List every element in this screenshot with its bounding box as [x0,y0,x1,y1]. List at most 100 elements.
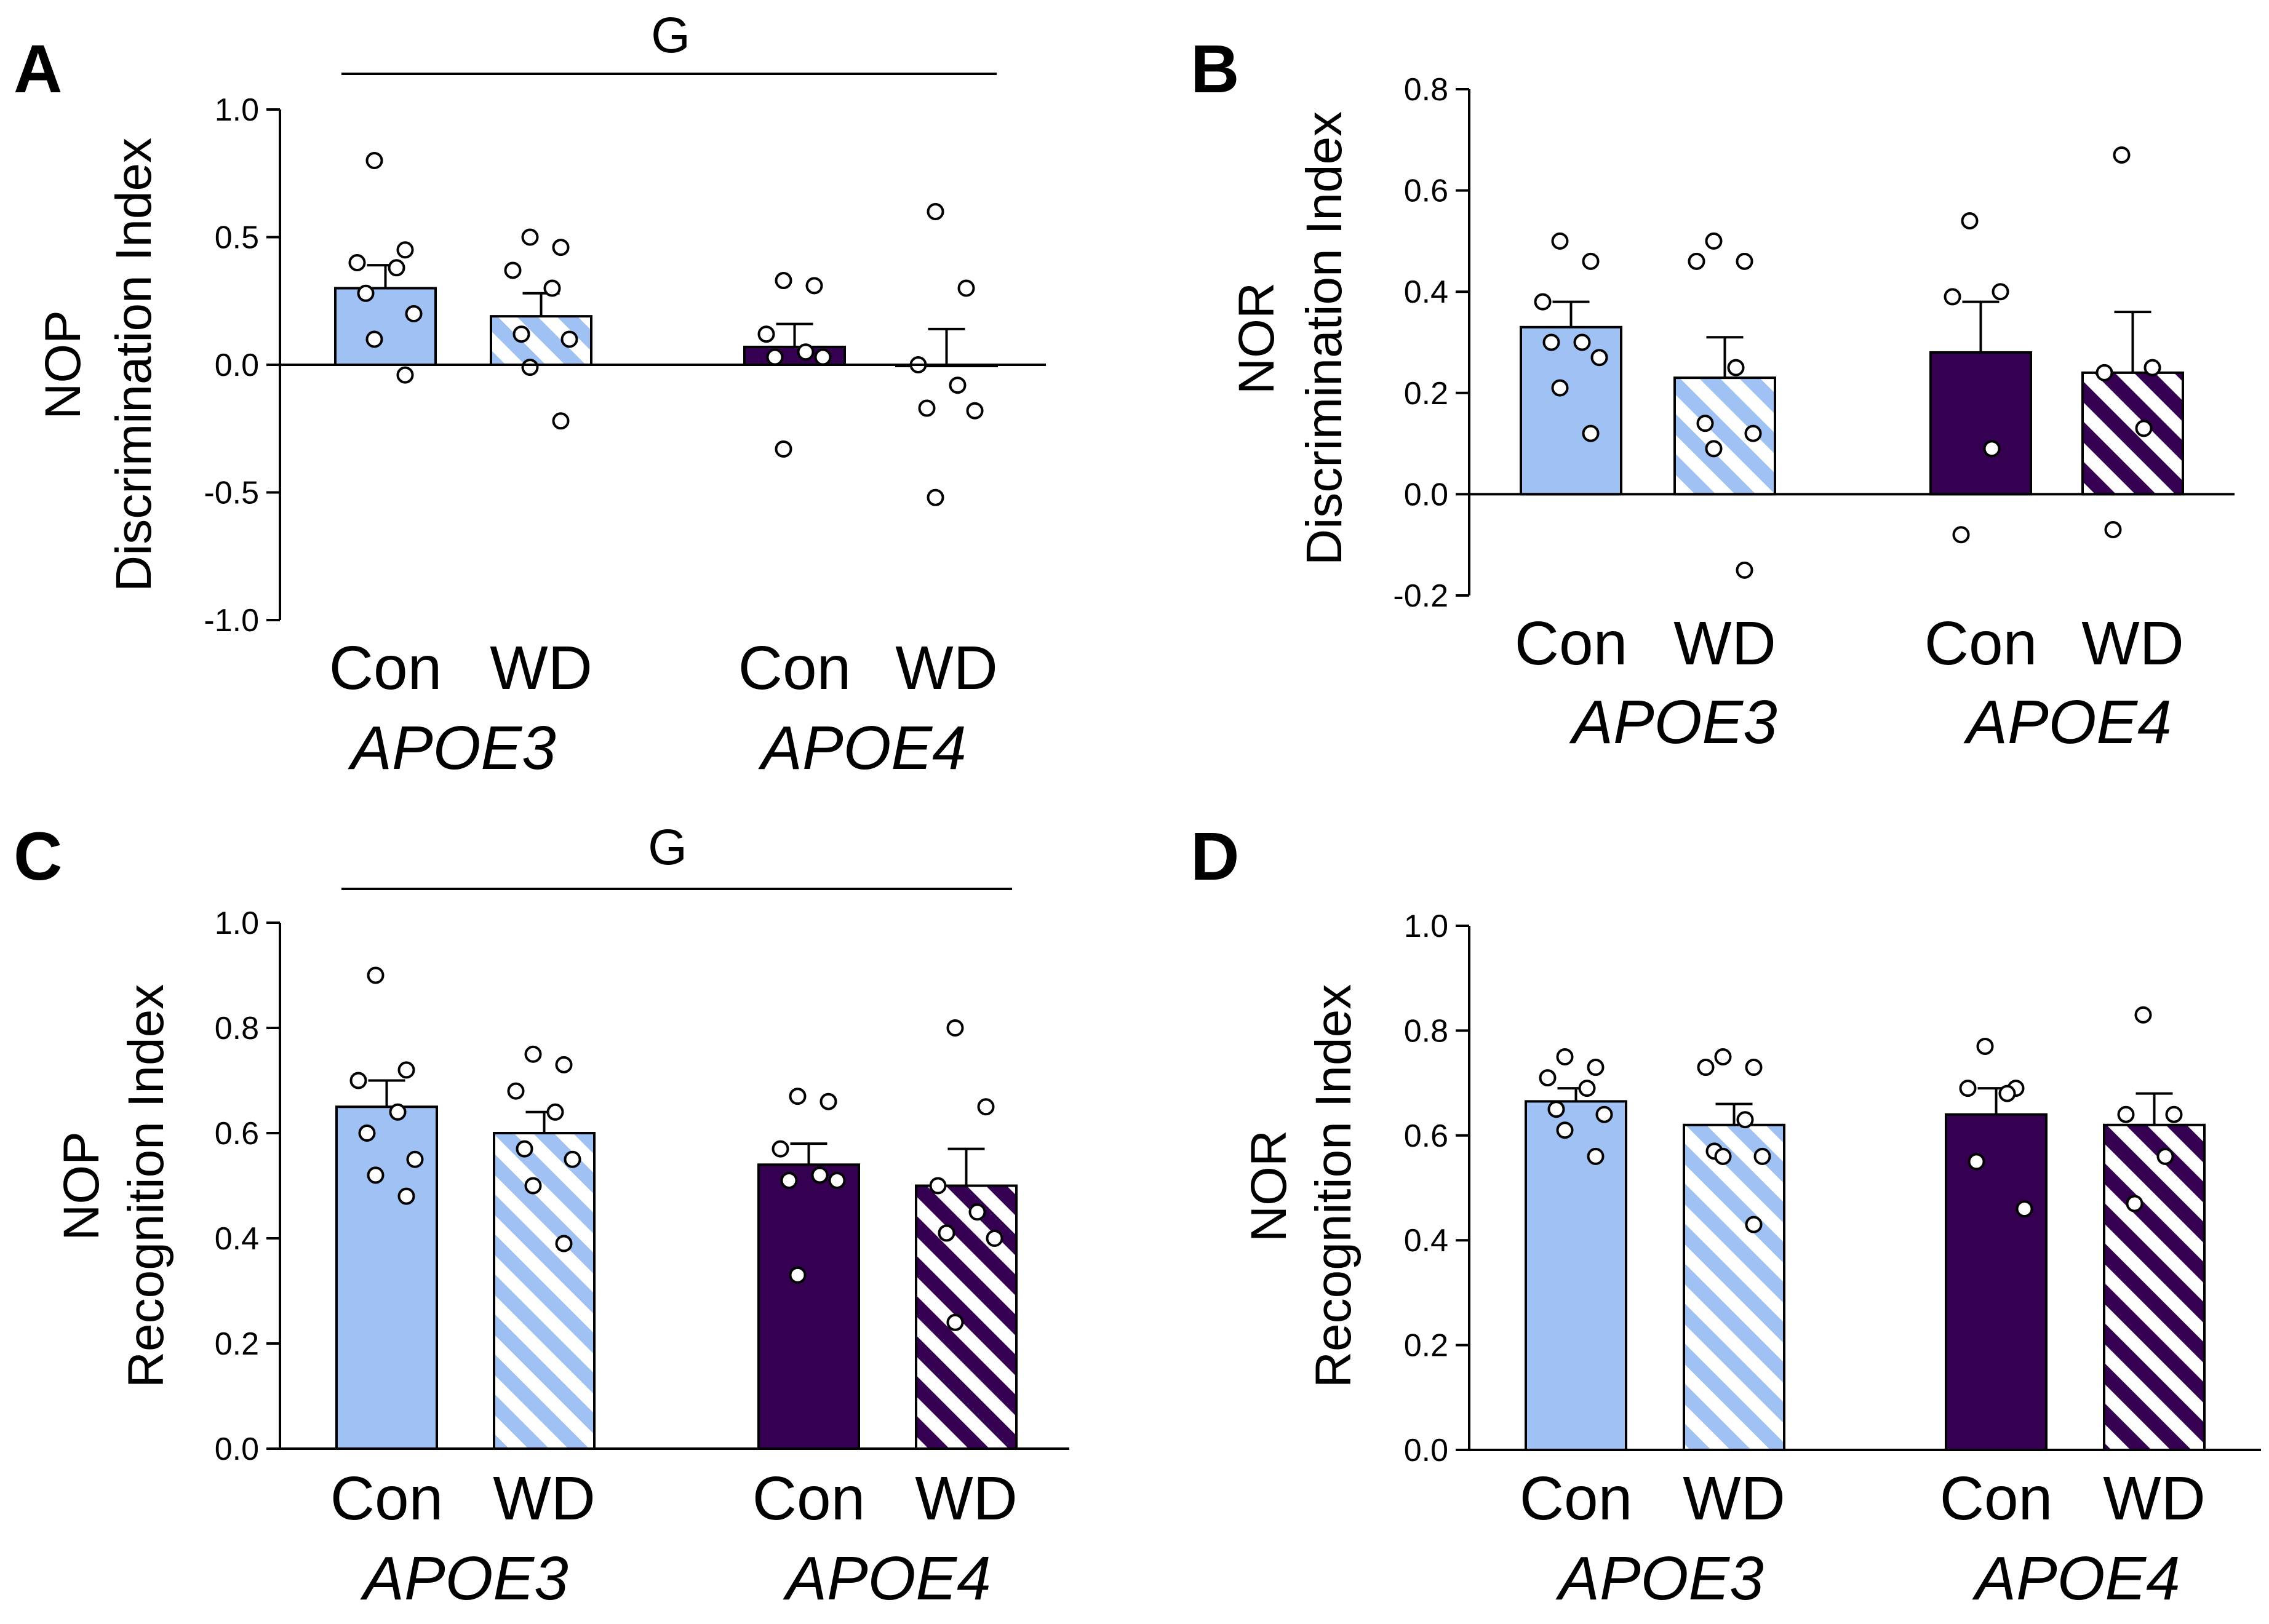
x-category-label: WD [895,634,998,703]
y-tick-label: 0.2 [1404,376,1448,412]
panel-a: A 1.0 0.5 0.0 -0.5 -1.0 NOP Discrimination Inde… [14,7,1046,782]
y-tick-label: 0.0 [215,1431,259,1467]
x-category-label: WD [1683,1464,1785,1533]
bar-apoe3-con [334,287,437,366]
y-tick-label: 0.8 [1404,72,1448,108]
bar-apoe4-wd [915,1184,1018,1450]
data-point [560,330,578,348]
data-point [968,1203,986,1221]
y-tick-label: 1.0 [1404,909,1448,944]
data-point [977,1098,995,1116]
bar-apoe4-wd [2081,371,2184,496]
data-point [552,412,570,430]
data-point [946,1313,964,1331]
data-point [789,1088,807,1105]
data-point [946,1019,964,1037]
data-point [1582,424,1600,442]
bar-apoe4-wd [2103,1123,2206,1451]
data-point [805,277,823,295]
x-category-label: Con [1520,1464,1632,1533]
y-tick-label: -1.0 [204,603,259,639]
y-tick-label: -0.5 [204,476,259,511]
y-axis-title-line2: Recognition Index [1306,984,1362,1388]
data-point [819,1093,837,1110]
data-point [512,325,530,343]
data-point [546,1103,564,1121]
y-tick-label: 1.0 [215,906,259,941]
data-point [766,348,784,366]
panel-label: C [14,819,62,894]
bar-apoe4-con [757,1163,860,1451]
y-tick-label: 0.6 [1404,173,1448,209]
data-point [927,203,944,220]
data-point [396,366,414,384]
data-point [367,1166,385,1184]
data-point [1590,349,1608,367]
x-category-label: Con [738,634,851,703]
data-point [1534,293,1552,311]
data-point [521,359,539,376]
panel-label: B [1190,31,1239,107]
data-point [966,402,984,420]
data-point [957,279,975,297]
data-point [389,1103,407,1121]
y-axis-title-line1: NOP [35,310,91,420]
data-point [1705,232,1723,250]
data-point [1551,379,1569,397]
x-group-label: APOE3 [1569,688,1777,757]
data-point [1753,1147,1771,1165]
data-point [396,241,414,259]
data-point [1542,333,1560,351]
x-group-label: APOE4 [758,714,967,782]
bar-apoe3-wd [493,1132,596,1450]
bar-apoe4-con [1929,351,2032,496]
data-point [1736,1111,1754,1129]
x-category-label: Con [752,1464,865,1533]
y-axis-title-line2: Recognition Index [118,984,174,1388]
data-point [2117,1105,2135,1123]
bar-apoe4-con [1945,1113,2048,1451]
x-category-label: WD [2081,609,2184,678]
data-point [1998,1085,2016,1102]
data-point [1697,1059,1715,1077]
y-tick-label: 1.0 [215,92,259,128]
data-point [797,343,815,361]
x-category-label: WD [493,1464,596,1533]
data-point [927,488,944,506]
data-point [2135,420,2153,437]
x-category-label: Con [1515,609,1627,678]
data-point [929,1177,947,1195]
bar-apoe3-con [1520,325,1622,496]
data-point [504,261,522,279]
y-axis-title-line2: Discrimination Index [106,138,162,592]
data-point [1736,561,1753,579]
data-point [811,1166,829,1184]
data-point [365,330,383,348]
data-point [1952,526,1970,544]
data-point [564,1150,581,1168]
data-point [1688,252,1705,270]
data-point [2156,1147,2174,1165]
data-point [348,254,366,271]
panel-label: A [14,31,62,107]
data-point [918,399,936,417]
data-point [1573,333,1591,351]
data-point [1595,1105,1613,1123]
y-tick-label: 0.6 [215,1116,259,1152]
x-category-label: WD [2103,1464,2206,1533]
data-point [1745,1059,1763,1077]
data-point [1976,1037,1994,1055]
data-point [775,272,792,290]
data-point [1983,440,2001,458]
panel-d: D 1.0 0.8 0.6 0.4 0.2 0.0 NOR Recognition Index C… [1190,819,2261,1613]
data-point [516,1140,533,1158]
data-point [1556,1121,1574,1139]
data-point [1992,283,2009,301]
y-tick-label: 0.4 [1404,1223,1448,1259]
data-point [1587,1147,1605,1165]
data-point [1968,1153,1985,1171]
data-point [397,1061,415,1079]
panel-b: B 0.8 0.6 0.4 0.2 0.0 -0.2 NOR Discrimination In… [1190,31,2235,757]
y-tick-label: 0.6 [1404,1118,1448,1154]
y-tick-label: 0.2 [1404,1328,1448,1364]
